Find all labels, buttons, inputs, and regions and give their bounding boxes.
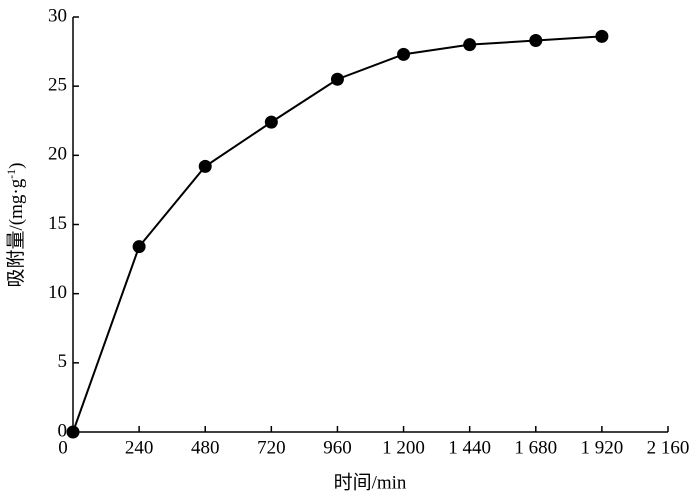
y-tick-label: 20 [48,144,67,165]
data-point [529,34,543,48]
data-point [330,72,344,86]
x-tick-label: 480 [191,437,220,458]
data-point [132,240,146,254]
x-tick-label: 960 [323,437,352,458]
y-axis-label: 吸附量/(mg·g-1) [4,162,28,287]
data-point [397,47,411,61]
y-tick-label: 30 [48,5,67,26]
x-tick-label: 0 [58,437,68,458]
y-tick-label: 15 [48,213,67,234]
data-point [198,159,212,173]
y-axis-label-main: 吸附量/(mg·g [5,178,27,287]
y-tick-label: 10 [48,282,67,303]
x-tick-label: 1 440 [448,437,491,458]
y-tick-label: 25 [48,75,67,96]
data-point [463,38,477,52]
x-tick-label: 2 160 [647,437,690,458]
y-axis-label-end: ) [6,162,27,168]
x-tick-label: 240 [125,437,154,458]
data-point [66,425,80,439]
data-point [264,115,278,129]
x-tick-label: 1 200 [382,437,425,458]
x-axis-label: 时间/min [334,471,407,493]
y-tick-label: 0 [58,420,68,441]
data-point [595,29,609,43]
x-tick-label: 720 [257,437,286,458]
data-line [72,35,602,433]
x-tick-label: 1 920 [581,437,624,458]
y-axis-label-sup: -1 [4,169,18,179]
y-tick-label: 5 [58,351,68,372]
x-tick-label: 1 680 [514,437,557,458]
